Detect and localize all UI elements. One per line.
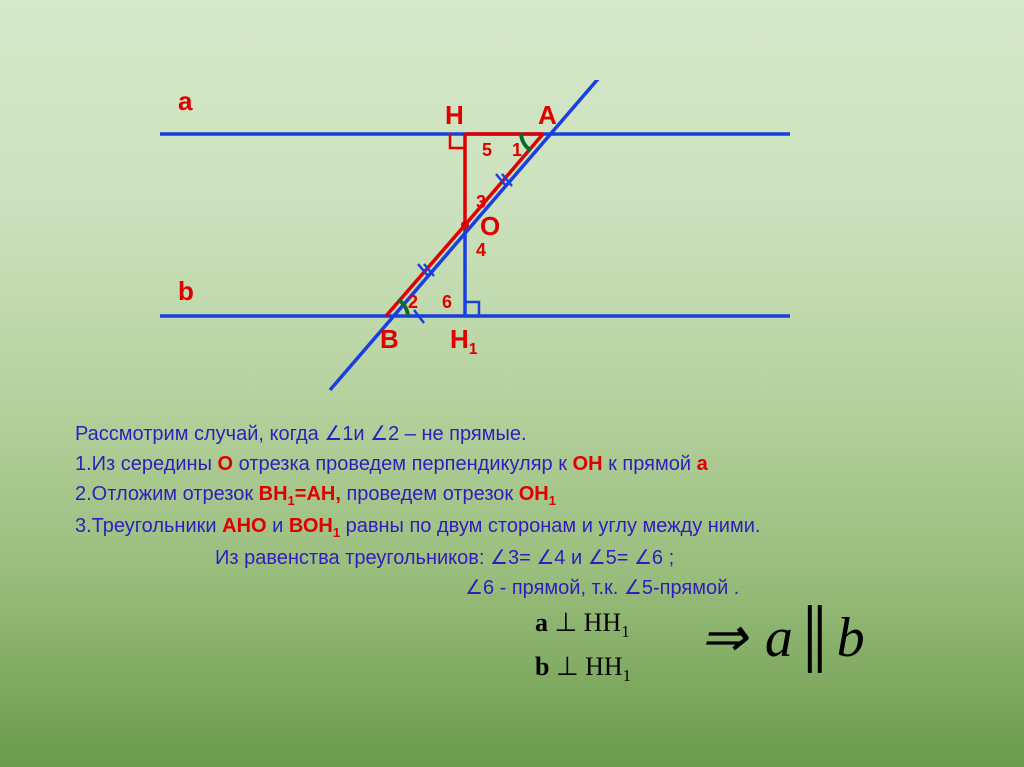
t: 1	[288, 493, 295, 508]
t: ОН	[519, 483, 549, 505]
perp-a: а ⊥ НН1	[535, 608, 630, 642]
line-1: 1.Из середины О отрезка проведем перпенд…	[75, 450, 955, 478]
t: отрезка проведем перпендикуляр к	[233, 453, 572, 475]
t: а	[535, 608, 548, 637]
svg-text:B: B	[380, 324, 399, 354]
svg-text:O: O	[480, 211, 500, 241]
line-4: Из равенства треугольников: ∠3= ∠4 и ∠5=…	[75, 544, 955, 572]
t: 3=	[508, 547, 536, 569]
slide-root: 1 2 3 4 5 6 a b H A O B H1 Рассмотрим случай, когда…	[0, 0, 1024, 767]
svg-text:5: 5	[482, 140, 492, 160]
tb: ВОН1	[289, 515, 340, 537]
t: равны по двум сторонам и углу между ними…	[340, 515, 760, 537]
t: ВН	[259, 483, 288, 505]
t: 1	[623, 666, 631, 685]
tb: О	[218, 453, 234, 475]
t: Из равенства треугольников:	[215, 547, 490, 569]
tb: ОН1	[519, 483, 556, 505]
tb: АНО	[222, 515, 266, 537]
implication: ⇒ a║b	[700, 605, 867, 670]
svg-text:a: a	[178, 86, 193, 116]
t: ⊥ НН	[548, 608, 621, 637]
svg-text:6: 6	[442, 292, 452, 312]
t: 5-прямой .	[642, 577, 740, 599]
t: 1и	[342, 423, 370, 445]
line-5: ∠6 - прямой, т.к. ∠5-прямой .	[75, 574, 955, 602]
t: 6 - прямой, т.к.	[483, 577, 624, 599]
t: 6 ;	[652, 547, 674, 569]
svg-text:1: 1	[512, 140, 522, 160]
tb: ОН	[573, 453, 603, 475]
line-3: 3.Треугольники АНО и ВОН1 равны по двум …	[75, 512, 955, 542]
t: 5=	[606, 547, 634, 569]
svg-text:H1: H1	[450, 324, 478, 358]
t: 1.Из середины	[75, 453, 218, 475]
point-O	[461, 221, 469, 229]
t: 2 – не прямые.	[388, 423, 526, 445]
t: 2.Отложим отрезок	[75, 483, 259, 505]
t: b	[535, 652, 549, 681]
svg-text:b: b	[178, 276, 194, 306]
svg-text:3: 3	[476, 192, 486, 212]
t: =АН,	[295, 483, 341, 505]
t: Рассмотрим случай, когда	[75, 423, 324, 445]
svg-text:A: A	[538, 100, 557, 130]
proof-text: Рассмотрим случай, когда ∠1и ∠2 – не пря…	[75, 420, 955, 604]
right-angle-H	[450, 134, 464, 148]
angle-arc-1	[521, 134, 531, 151]
t: 1	[549, 493, 556, 508]
perp-b: b ⊥ НН1	[535, 652, 631, 686]
t: 1	[333, 525, 340, 540]
seg-OB	[386, 225, 465, 316]
svg-text:2: 2	[408, 292, 418, 312]
t: 1	[621, 622, 629, 641]
tb: а	[697, 453, 708, 475]
t: 3.Треугольники	[75, 515, 222, 537]
svg-text:4: 4	[476, 240, 486, 260]
t: и	[267, 515, 289, 537]
line-0: Рассмотрим случай, когда ∠1и ∠2 – не пря…	[75, 420, 955, 448]
right-angle-H1	[465, 302, 479, 316]
line-2: 2.Отложим отрезок ВН1=АН, проведем отрез…	[75, 480, 955, 510]
t: ⊥ НН	[549, 652, 622, 681]
t: к прямой	[603, 453, 697, 475]
tb: ВН1=АН,	[259, 483, 341, 505]
t: проведем отрезок	[341, 483, 519, 505]
geometry-diagram: 1 2 3 4 5 6 a b H A O B H1	[160, 80, 800, 400]
svg-text:H: H	[445, 100, 464, 130]
t: ВОН	[289, 515, 333, 537]
t: 4 и	[554, 547, 587, 569]
